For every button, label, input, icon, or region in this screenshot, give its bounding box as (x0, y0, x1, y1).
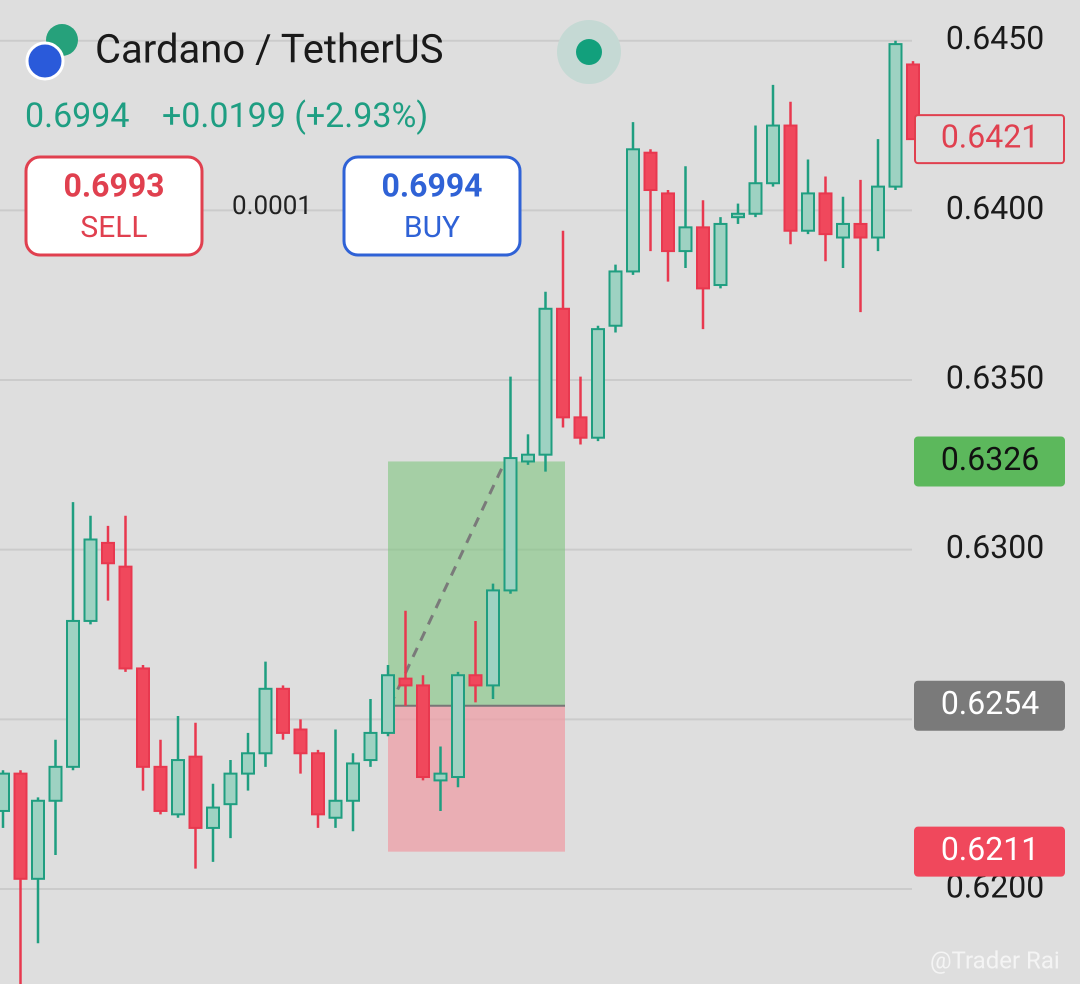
position-tool (388, 460, 565, 852)
candle-body (101, 541, 115, 565)
take-profit-tag-label: 0.6326 (941, 440, 1039, 478)
last-price: 0.6994 (25, 96, 130, 136)
candle-body (818, 192, 833, 236)
candle-body (206, 806, 220, 829)
stop-loss-tag-box (914, 826, 1065, 877)
candle-body (573, 416, 588, 439)
header: Cardano / TetherUS 0.6994 +0.0199 (+2.93… (25, 20, 621, 136)
buy-price: 0.6994 (381, 166, 482, 204)
spread: 0.0001 (232, 191, 312, 221)
y-tick-label: 0.6350 (946, 358, 1044, 396)
candle-body (223, 772, 238, 806)
y-tick-label: 0.6300 (946, 528, 1044, 566)
candle-body (643, 151, 658, 192)
candle-body (48, 765, 63, 802)
candle-body (83, 538, 98, 622)
candle-body (468, 674, 483, 687)
last-price-tag-box (914, 114, 1065, 165)
candle-body (13, 772, 28, 880)
symbol-title: Cardano / TetherUS (95, 26, 443, 73)
buy-button[interactable]: 0.6994 BUY (342, 155, 522, 257)
candle-body (416, 684, 430, 779)
candle-body (258, 687, 273, 755)
buy-box[interactable] (342, 155, 522, 257)
candle-body (153, 765, 168, 812)
candle-body (66, 619, 80, 768)
candle-body (31, 799, 45, 880)
sell-button[interactable]: 0.6993 SELL (24, 155, 204, 257)
candle-body (381, 674, 395, 734)
sell-label: SELL (80, 210, 147, 245)
cardano-icon (25, 41, 65, 81)
y-tick-label: 0.6400 (946, 189, 1044, 227)
y-tick-label: 0.6450 (946, 19, 1044, 57)
watermark: @Trader Rai (930, 946, 1060, 974)
candle-body (731, 212, 745, 219)
candle-body (626, 148, 640, 273)
candle-body (398, 677, 413, 687)
candle-body (608, 270, 623, 327)
candle-body (433, 772, 448, 782)
candle-body (188, 755, 203, 829)
candle-body (276, 687, 290, 734)
candle-body (363, 731, 378, 762)
candle-body (451, 674, 465, 779)
candle-body (328, 799, 343, 819)
candle-body (486, 589, 500, 687)
candle-body (783, 124, 798, 232)
buy-label: BUY (404, 210, 460, 245)
sell-price: 0.6993 (63, 166, 164, 204)
candle-body (136, 667, 150, 768)
candle-body (748, 182, 763, 215)
status-dot (576, 39, 602, 65)
candle-body (311, 752, 325, 816)
take-profit-tag-box (914, 436, 1065, 487)
loss-zone (388, 705, 565, 852)
candle-body (871, 185, 885, 239)
candle-body (591, 328, 605, 439)
sell-box[interactable] (24, 155, 204, 257)
last-price-tag-label: 0.6421 (941, 118, 1039, 156)
candle-body (346, 762, 360, 802)
candle-body (118, 565, 133, 670)
candle-body (766, 124, 780, 185)
candle-body (556, 307, 570, 419)
candle-body (836, 222, 850, 239)
candle-body (853, 222, 868, 239)
candle-body (713, 222, 728, 287)
candle-body (503, 457, 518, 592)
projection-line (388, 460, 507, 707)
candles (0, 40, 920, 984)
candle-body (696, 226, 710, 290)
candle-body (521, 453, 535, 463)
price-change: +0.0199 (+2.93%) (162, 96, 428, 136)
candle-body (293, 728, 308, 755)
price-tags: 0.6421 0.6326 0.6254 0.6211 (914, 114, 1065, 877)
stop-loss-tag-label: 0.6211 (941, 830, 1039, 868)
candle-body (661, 192, 675, 253)
candle-body (888, 43, 903, 188)
entry-tag-box (914, 680, 1065, 731)
candle-body (0, 772, 10, 812)
entry-tag-label: 0.6254 (941, 684, 1039, 722)
candle-body (678, 226, 693, 253)
candle-body (241, 752, 255, 775)
candle-body (801, 192, 815, 232)
candle-body (171, 759, 185, 816)
candle-body (538, 307, 553, 456)
